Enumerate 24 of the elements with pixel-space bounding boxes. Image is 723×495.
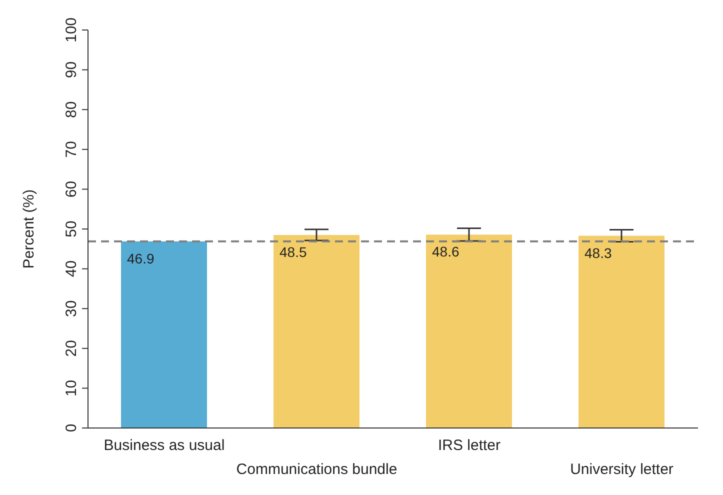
x-tick-label: University letter [570, 461, 674, 478]
x-tick-label: Business as usual [104, 437, 225, 454]
x-tick-label: IRS letter [438, 437, 501, 454]
y-tick-label: 20 [63, 340, 80, 357]
y-tick-label: 90 [63, 61, 80, 78]
bar [426, 234, 512, 428]
y-tick-label: 70 [63, 141, 80, 158]
data-label: 48.5 [280, 244, 307, 260]
x-tick-label: Communications bundle [236, 461, 398, 478]
y-tick-label: 10 [63, 380, 80, 397]
y-tick-label: 100 [63, 17, 80, 43]
data-label: 48.6 [432, 244, 460, 260]
y-tick-label: 60 [63, 180, 80, 198]
bar [121, 241, 207, 428]
bar [274, 234, 360, 428]
data-label: 46.9 [127, 250, 154, 266]
bar [578, 236, 664, 428]
y-tick-label: 0 [63, 424, 80, 432]
y-tick-label: 80 [63, 101, 80, 118]
y-tick-label: 30 [63, 300, 80, 317]
y-tick-label: 50 [63, 220, 80, 238]
y-axis-title: Percent (%) [20, 189, 38, 269]
y-tick-label: 40 [63, 260, 80, 278]
data-label: 48.3 [584, 244, 612, 261]
